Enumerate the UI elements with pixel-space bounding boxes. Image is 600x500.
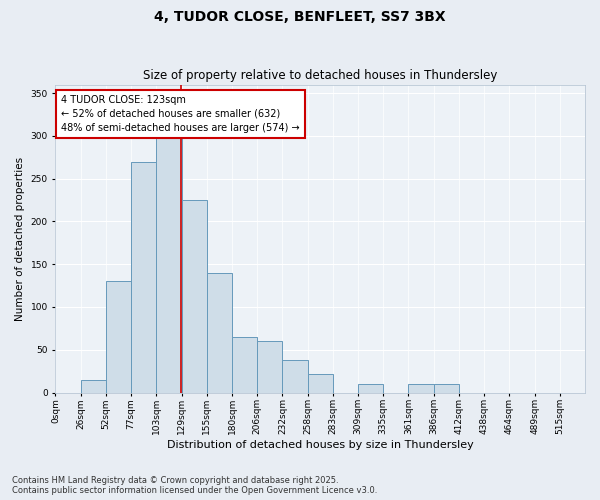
Bar [358, 384, 383, 392]
Y-axis label: Number of detached properties: Number of detached properties [15, 156, 25, 320]
Bar [207, 273, 232, 392]
Bar [434, 384, 459, 392]
Bar [157, 136, 182, 392]
Bar [308, 374, 333, 392]
Text: 4 TUDOR CLOSE: 123sqm
← 52% of detached houses are smaller (632)
48% of semi-det: 4 TUDOR CLOSE: 123sqm ← 52% of detached … [61, 95, 300, 133]
Text: Contains HM Land Registry data © Crown copyright and database right 2025.
Contai: Contains HM Land Registry data © Crown c… [12, 476, 377, 495]
Bar [182, 200, 207, 392]
Bar [232, 337, 257, 392]
Bar [257, 341, 283, 392]
Bar [80, 380, 106, 392]
Bar [131, 162, 157, 392]
Bar [409, 384, 434, 392]
Bar [283, 360, 308, 392]
Title: Size of property relative to detached houses in Thundersley: Size of property relative to detached ho… [143, 69, 497, 82]
Bar [106, 282, 131, 393]
Text: 4, TUDOR CLOSE, BENFLEET, SS7 3BX: 4, TUDOR CLOSE, BENFLEET, SS7 3BX [154, 10, 446, 24]
X-axis label: Distribution of detached houses by size in Thundersley: Distribution of detached houses by size … [167, 440, 473, 450]
